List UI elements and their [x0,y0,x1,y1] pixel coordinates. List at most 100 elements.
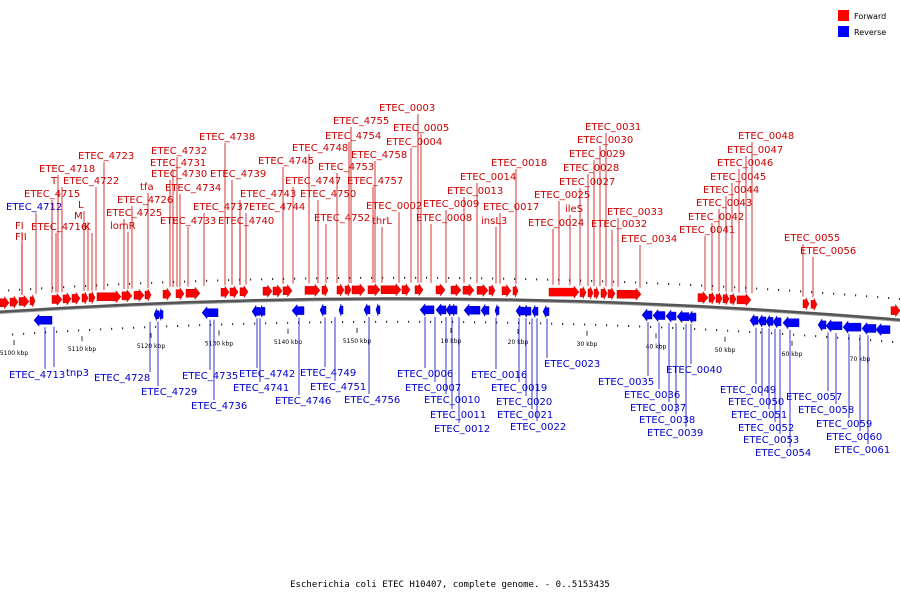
reverse-gene-arrow[interactable] [480,303,490,318]
forward-gene-label-etec-4747[interactable]: ETEC_4747 [285,176,341,187]
forward-gene-arrow[interactable] [239,284,249,299]
forward-gene-label-etec-0048[interactable]: ETEC_0048 [738,131,794,142]
reverse-gene-label-etec-0050[interactable]: ETEC_0050 [728,397,784,408]
forward-gene-label-iles[interactable]: ileS [565,204,583,215]
reverse-gene-arrow[interactable] [676,309,690,324]
reverse-gene-arrow[interactable] [450,303,458,317]
reverse-gene-label-etec-4728[interactable]: ETEC_4728 [94,373,150,384]
reverse-gene-arrow[interactable] [765,314,774,329]
reverse-gene-label-etec-4735[interactable]: ETEC_4735 [182,371,238,382]
reverse-gene-arrow[interactable] [757,314,767,328]
reverse-gene-label-etec-0060[interactable]: ETEC_0060 [826,432,882,443]
forward-gene-label-etec-4738[interactable]: ETEC_4738 [199,132,255,143]
forward-gene-arrow[interactable] [321,284,329,297]
forward-gene-arrow[interactable] [593,287,600,300]
forward-gene-arrow[interactable] [435,283,446,297]
forward-gene-label-etec-4733[interactable]: ETEC_4733 [160,216,216,227]
reverse-gene-arrow[interactable] [153,308,160,321]
reverse-gene-label-etec-0007[interactable]: ETEC_0007 [405,383,461,394]
forward-gene-arrow[interactable] [88,291,96,304]
forward-gene-arrow[interactable] [697,290,709,305]
forward-gene-arrow[interactable] [81,291,89,305]
forward-gene-label-etec-0046[interactable]: ETEC_0046 [717,158,773,169]
reverse-gene-label-etec-0053[interactable]: ETEC_0053 [743,435,799,446]
reverse-gene-label-etec-0035[interactable]: ETEC_0035 [598,377,654,388]
forward-gene-label-etec-0033[interactable]: ETEC_0033 [607,207,663,218]
forward-gene-label-etec-4755[interactable]: ETEC_4755 [333,116,389,127]
forward-gene-arrow[interactable] [96,290,122,304]
forward-gene-label-etec-4758[interactable]: ETEC_4758 [351,150,407,161]
reverse-gene-arrow[interactable] [363,303,371,316]
forward-gene-label-l[interactable]: L [78,200,84,211]
forward-gene-label-fi[interactable]: FI [15,221,24,232]
reverse-gene-label-etec-4729[interactable]: ETEC_4729 [141,387,197,398]
reverse-gene-arrow[interactable] [665,309,677,323]
forward-gene-arrow[interactable] [616,287,642,301]
reverse-gene-label-etec-0038[interactable]: ETEC_0038 [639,415,695,426]
forward-gene-arrow[interactable] [380,283,402,297]
forward-gene-label-thrl[interactable]: thrL [372,216,392,227]
forward-gene-label-etec-4726[interactable]: ETEC_4726 [117,195,173,206]
forward-gene-label-etec-4732[interactable]: ETEC_4732 [151,146,207,157]
forward-gene-arrow[interactable] [802,297,810,310]
forward-gene-label-etec-4725[interactable]: ETEC_4725 [106,208,162,219]
forward-gene-arrow[interactable] [304,283,321,298]
reverse-gene-label-etec-0052[interactable]: ETEC_0052 [738,423,794,434]
forward-gene-label-etec-4750[interactable]: ETEC_4750 [300,189,356,200]
forward-gene-label-etec-0056[interactable]: ETEC_0056 [800,246,856,257]
reverse-gene-arrow[interactable] [251,304,261,319]
forward-gene-label-etec-0034[interactable]: ETEC_0034 [621,234,677,245]
reverse-gene-label-etec-0022[interactable]: ETEC_0022 [510,422,566,433]
reverse-gene-arrow[interactable] [749,313,759,328]
forward-gene-arrow[interactable] [722,292,730,305]
forward-gene-label-lomr[interactable]: lomR [110,221,136,232]
forward-gene-label-etec-4712[interactable]: ETEC_4712 [6,202,62,213]
forward-gene-label-etec-4752[interactable]: ETEC_4752 [314,213,370,224]
reverse-gene-arrow[interactable] [319,304,327,317]
reverse-gene-arrow[interactable] [435,303,447,317]
reverse-gene-label-etec-4756[interactable]: ETEC_4756 [344,395,400,406]
forward-gene-arrow[interactable] [607,286,616,301]
forward-gene-label-etec-0055[interactable]: ETEC_0055 [784,233,840,244]
reverse-gene-arrow[interactable] [842,320,862,334]
forward-gene-arrow[interactable] [600,287,608,300]
reverse-gene-label-etec-0016[interactable]: ETEC_0016 [471,370,527,381]
forward-gene-label-etec-0028[interactable]: ETEC_0028 [563,163,619,174]
forward-gene-arrow[interactable] [587,286,594,300]
reverse-gene-label-etec-0054[interactable]: ETEC_0054 [755,448,811,459]
reverse-gene-label-etec-0020[interactable]: ETEC_0020 [496,397,552,408]
forward-gene-arrow[interactable] [450,283,462,297]
forward-gene-arrow[interactable] [736,293,752,307]
forward-gene-arrow[interactable] [344,283,352,297]
reverse-gene-arrow[interactable] [772,315,782,329]
reverse-gene-arrow[interactable] [542,305,550,318]
reverse-gene-label-etec-0057[interactable]: ETEC_0057 [786,392,842,403]
reverse-gene-label-etec-4742[interactable]: ETEC_4742 [239,369,295,380]
forward-gene-label-fii[interactable]: FII [15,232,27,243]
forward-gene-arrow[interactable] [512,284,519,298]
forward-gene-arrow[interactable] [175,286,185,301]
reverse-gene-arrow[interactable] [515,304,525,318]
forward-gene-label-etec-4739[interactable]: ETEC_4739 [210,169,266,180]
forward-gene-label-etec-0030[interactable]: ETEC_0030 [577,135,633,146]
forward-gene-label-etec-0045[interactable]: ETEC_0045 [710,172,766,183]
reverse-gene-arrow[interactable] [419,303,435,317]
reverse-gene-arrow[interactable] [158,308,164,321]
forward-gene-arrow[interactable] [476,283,489,298]
forward-gene-label-etec-0041[interactable]: ETEC_0041 [679,225,735,236]
reverse-gene-label-etec-0051[interactable]: ETEC_0051 [731,410,787,421]
forward-gene-label-etec-0018[interactable]: ETEC_0018 [491,158,547,169]
reverse-gene-arrow[interactable] [652,308,666,323]
forward-gene-arrow[interactable] [810,298,818,311]
forward-gene-label-etec-0013[interactable]: ETEC_0013 [447,186,503,197]
forward-gene-label-etec-4715[interactable]: ETEC_4715 [24,189,80,200]
reverse-gene-label-tnp3[interactable]: tnp3 [66,368,89,379]
forward-gene-label-etec-0043[interactable]: ETEC_0043 [696,198,752,209]
forward-gene-arrow[interactable] [336,283,345,297]
forward-gene-arrow[interactable] [729,293,737,306]
forward-gene-arrow[interactable] [29,294,36,308]
forward-gene-label-etec-0029[interactable]: ETEC_0029 [569,149,625,160]
reverse-gene-arrow[interactable] [687,310,697,324]
forward-gene-arrow[interactable] [51,292,63,307]
forward-gene-label-etec-4730[interactable]: ETEC_4730 [151,169,207,180]
